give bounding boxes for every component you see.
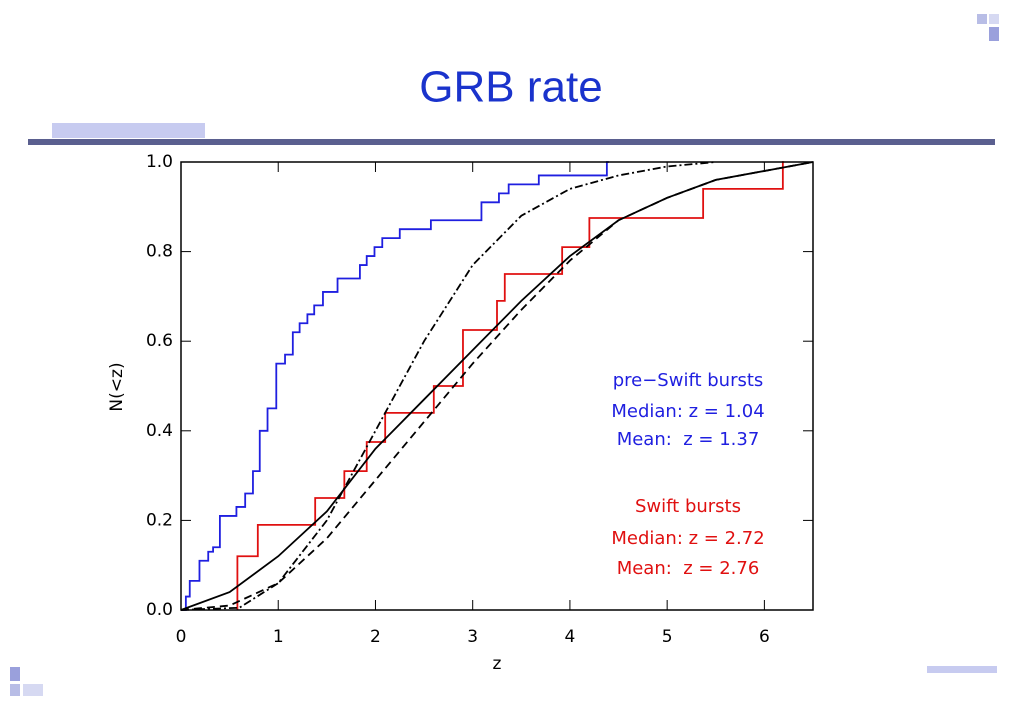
y-tick-label: 0.8 — [146, 242, 173, 262]
annotation: Mean: z = 2.76 — [617, 558, 760, 579]
annotation: Median: z = 1.04 — [611, 401, 764, 422]
y-tick-label: 0.6 — [146, 331, 173, 351]
corner-square — [10, 684, 20, 696]
corner-square — [989, 14, 999, 24]
plot-frame — [180, 161, 814, 611]
corner-square — [989, 27, 999, 41]
corner-square — [23, 684, 43, 696]
y-tick-label: 0.0 — [146, 600, 173, 620]
annotation: Median: z = 2.72 — [611, 528, 764, 549]
x-tick-label: 3 — [467, 627, 478, 647]
y-axis-label: N(<z) — [107, 362, 127, 411]
corner-square — [10, 667, 20, 681]
x-tick-label: 6 — [759, 627, 770, 647]
series-line — [180, 161, 814, 611]
annotation: Swift bursts — [635, 496, 741, 517]
title-rule — [28, 139, 995, 145]
y-tick-label: 1.0 — [146, 152, 173, 172]
x-tick-label: 4 — [565, 627, 576, 647]
y-tick-label: 0.4 — [146, 421, 173, 441]
annotation: Mean: z = 1.37 — [617, 429, 760, 450]
series-line — [236, 161, 784, 610]
x-axis-label: z — [493, 654, 502, 674]
x-tick-label: 1 — [273, 627, 284, 647]
corner-square — [977, 14, 987, 24]
series-line — [181, 161, 609, 611]
series-line — [180, 161, 814, 611]
y-tick-label: 0.2 — [146, 510, 173, 530]
x-tick-label: 2 — [370, 627, 381, 647]
slide-title: GRB rate — [419, 63, 602, 112]
footer-bar — [927, 666, 997, 673]
series-line — [180, 161, 716, 611]
annotation: pre−Swift bursts — [613, 370, 764, 391]
title-accent — [52, 123, 205, 138]
x-tick-label: 0 — [176, 627, 187, 647]
x-tick-label: 5 — [662, 627, 673, 647]
plot: 0 1 2 3 4 5 6 0.0 0.2 0.4 0.6 0.8 1.0 z N(<z) pre−Swift… — [107, 152, 814, 674]
